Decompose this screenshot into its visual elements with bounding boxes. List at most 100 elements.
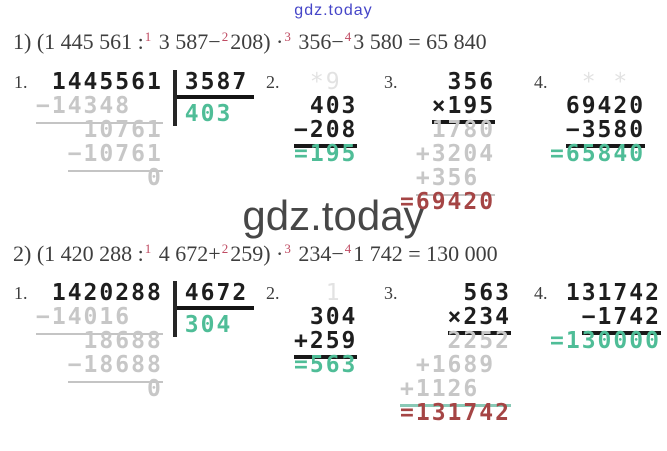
line-padding bbox=[400, 93, 432, 119]
step-number: 1. bbox=[14, 283, 28, 303]
column-work: * * 69420 −3580 =65840 bbox=[550, 70, 646, 166]
work-line: −3580 bbox=[550, 117, 646, 148]
line-value: −3580 bbox=[565, 117, 646, 148]
line-value: 1 bbox=[325, 280, 342, 306]
equation-2: 2) (1 420 288 :1 4 672+2259) ·3 234−41 7… bbox=[13, 241, 498, 267]
line-value: *9 bbox=[309, 69, 342, 95]
line-value: −14016 bbox=[36, 304, 163, 335]
equation-text: 1 742 = 130 000 bbox=[353, 241, 498, 266]
line-value: 1780 bbox=[431, 117, 496, 143]
step-number: 2. bbox=[266, 72, 280, 92]
work-line: −18688 bbox=[36, 352, 163, 383]
step-number: 1. bbox=[14, 72, 28, 92]
line-padding bbox=[294, 69, 310, 95]
line-padding bbox=[550, 117, 566, 143]
work-line: −14016 bbox=[36, 304, 163, 335]
work-line: +356 bbox=[400, 165, 496, 196]
work-line: 356 bbox=[400, 70, 495, 94]
line-value: 10761 bbox=[83, 117, 163, 143]
work-line: =130000 bbox=[550, 329, 661, 353]
work-line: 131742 bbox=[550, 281, 661, 305]
line-value: +259 bbox=[294, 328, 358, 359]
line-value: −208 bbox=[294, 117, 358, 148]
line-value: =131742 bbox=[400, 400, 511, 426]
work-line: 1 bbox=[294, 281, 357, 305]
column-work: 356 ×195 1780 +3204 +356 =69420 bbox=[400, 70, 496, 214]
dividend-and-steps: 1445561 −14348 10761 −10761 0 bbox=[36, 70, 163, 190]
line-value: 2252 bbox=[447, 328, 511, 354]
work-line: =195 bbox=[294, 142, 357, 166]
line-value: =69420 bbox=[400, 189, 496, 215]
line-value: 403 bbox=[309, 93, 358, 119]
line-value: =563 bbox=[294, 352, 358, 378]
work-line: 69420 bbox=[550, 94, 645, 118]
work-line: 0 bbox=[36, 166, 163, 190]
step-2: 2. 1 304 +259 =563 bbox=[266, 281, 358, 378]
equation-text: 356− bbox=[292, 29, 344, 54]
line-value: −1742 bbox=[581, 304, 661, 335]
line-value: =130000 bbox=[550, 328, 661, 354]
line-value: 304 bbox=[309, 304, 358, 330]
line-value: 69420 bbox=[565, 93, 646, 119]
work-line: =69420 bbox=[400, 190, 495, 214]
line-padding bbox=[400, 117, 432, 143]
line-padding bbox=[36, 165, 147, 191]
column-work: 131742 −1742 =130000 bbox=[550, 281, 661, 353]
line-value: ×234 bbox=[447, 304, 511, 335]
step-3: 3. 563 ×234 2252 +1689 +1126 =131742 bbox=[384, 281, 511, 425]
work-line: 10761 bbox=[36, 118, 163, 142]
step-3: 3. 356 ×195 1780 +3204 +356 =69420 bbox=[384, 70, 496, 214]
line-value: 1420288 bbox=[51, 280, 163, 306]
equation-text: 4 672+ bbox=[153, 241, 221, 266]
line-padding bbox=[400, 165, 416, 191]
work-line: =65840 bbox=[550, 142, 645, 166]
work-line: 0 bbox=[36, 377, 163, 401]
work-line: * * bbox=[550, 70, 645, 94]
line-value: 563 bbox=[463, 280, 511, 306]
work-line: +259 bbox=[294, 328, 358, 359]
line-padding bbox=[36, 280, 52, 306]
column-work: 563 ×234 2252 +1689 +1126 =131742 bbox=[400, 281, 511, 425]
equation-1: 1) (1 445 561 :1 3 587−2208) ·3 356−43 5… bbox=[13, 29, 487, 55]
line-padding bbox=[550, 69, 582, 95]
line-padding bbox=[400, 280, 463, 306]
divisor-and-quotient: 4672 304 bbox=[172, 281, 255, 337]
line-padding bbox=[294, 280, 326, 306]
line-value: =65840 bbox=[550, 141, 646, 167]
line-padding bbox=[36, 328, 84, 354]
work-line: +1126 bbox=[400, 376, 511, 407]
division-layout: 1445561 −14348 10761 −10761 0 3587 403 bbox=[36, 70, 255, 190]
operation-index: 2 bbox=[221, 240, 229, 256]
line-padding bbox=[400, 141, 416, 167]
line-value: −14348 bbox=[36, 93, 163, 124]
line-value: −10761 bbox=[67, 141, 163, 172]
divisor-and-quotient: 3587 403 bbox=[172, 70, 255, 126]
line-padding bbox=[400, 352, 416, 378]
step-number: 3. bbox=[384, 72, 398, 92]
step-4: 4. 131742 −1742 =130000 bbox=[534, 281, 661, 353]
step-2: 2. *9 403 −208 =195 bbox=[266, 69, 358, 166]
work-line: 18688 bbox=[36, 329, 163, 353]
line-value: 18688 bbox=[83, 328, 163, 354]
work-line: =131742 bbox=[400, 401, 511, 425]
equation-text: 2) (1 420 288 : bbox=[13, 241, 144, 266]
line-value: 0 bbox=[146, 376, 163, 402]
line-value: +1126 bbox=[400, 376, 511, 407]
work-line: 2252 bbox=[400, 329, 511, 353]
line-value: −18688 bbox=[67, 352, 163, 383]
equation-text: 234− bbox=[292, 241, 344, 266]
line-padding bbox=[294, 304, 310, 330]
equation-text: 3 580 = 65 840 bbox=[353, 29, 487, 54]
step-number: 4. bbox=[534, 283, 548, 303]
line-padding bbox=[400, 69, 448, 95]
step-1: 1. 1420288 −14016 18688 −18688 0 4672 304 bbox=[14, 280, 255, 401]
equation-text: 208) · bbox=[230, 29, 284, 54]
long-division: 1420288 −14016 18688 −18688 0 4672 304 bbox=[36, 280, 255, 401]
line-value: +3204 bbox=[415, 141, 496, 167]
long-division: 1445561 −14348 10761 −10761 0 3587 403 bbox=[36, 70, 255, 190]
work-line: 304 bbox=[294, 305, 357, 329]
line-value: +356 bbox=[415, 165, 496, 196]
step-number: 3. bbox=[384, 283, 398, 303]
operation-index: 4 bbox=[344, 28, 352, 44]
line-value: * * bbox=[581, 69, 630, 95]
